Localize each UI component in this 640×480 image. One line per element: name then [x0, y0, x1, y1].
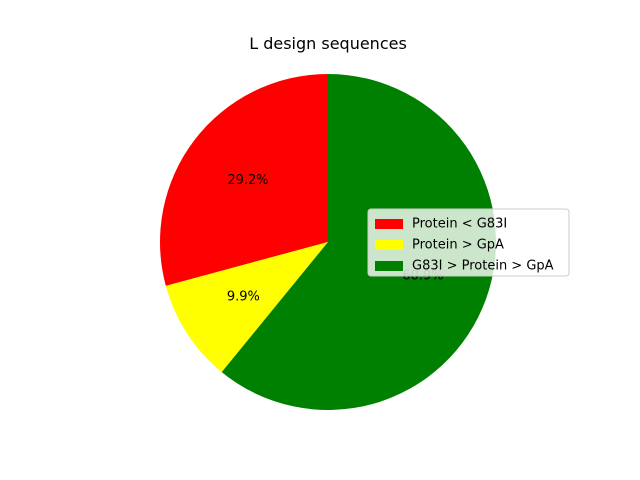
legend-label-3: G83I > Protein > GpA	[412, 259, 554, 274]
legend-label-2: Protein > GpA	[412, 238, 504, 253]
legend-label-1: Protein < G83I	[412, 217, 507, 232]
legend-swatch-2	[375, 240, 403, 250]
pie-slice-1	[160, 74, 328, 286]
legend-swatch-3	[375, 261, 403, 271]
pie-slices	[160, 74, 496, 411]
legend-swatch-1	[375, 219, 403, 229]
pie-slice-3	[221, 74, 496, 411]
legend: Protein < G83I Protein > GpA G83I > Protei…	[367, 208, 570, 277]
chart-title: L design sequences	[249, 34, 407, 53]
slice-percent-label-1: 29.2%	[227, 173, 268, 188]
pie-slice-2	[165, 242, 328, 373]
legend-box	[367, 208, 570, 277]
slice-percent-label-2: 9.9%	[227, 289, 260, 304]
